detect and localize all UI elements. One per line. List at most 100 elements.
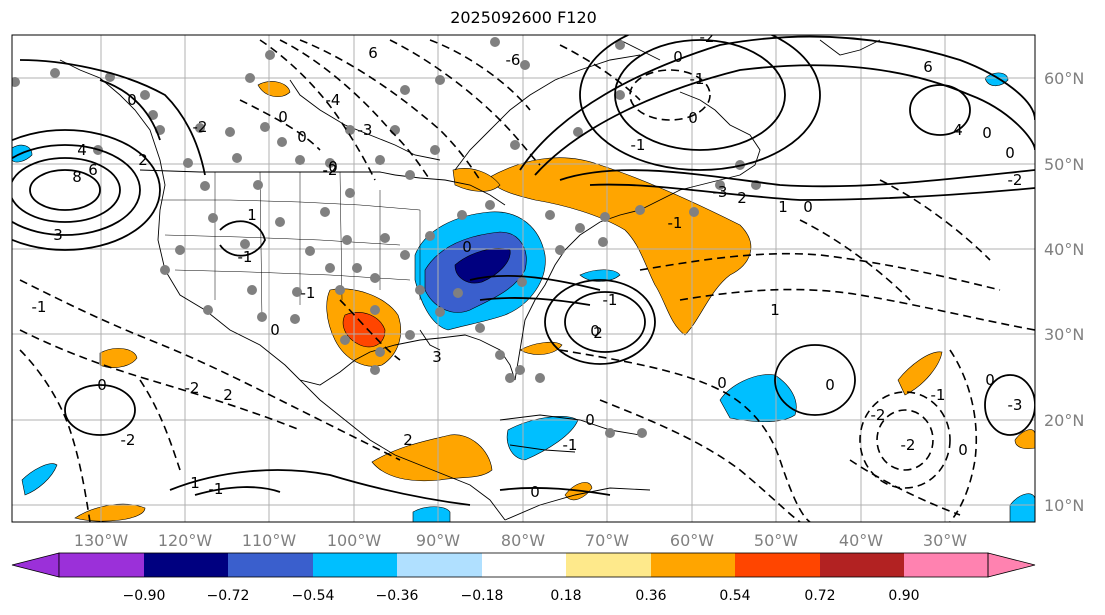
contour-label: -2 xyxy=(871,406,886,424)
contour-label: 0 xyxy=(585,411,595,429)
lat-tick: 50°N xyxy=(1044,155,1084,174)
lon-tick: 70°W xyxy=(585,531,629,550)
contour-label: -2 xyxy=(121,431,136,449)
colorbar-tick: 0.18 xyxy=(550,588,581,604)
map-title: 2025092600 F120 xyxy=(450,8,597,27)
lon-tick: 120°W xyxy=(158,531,213,550)
contour-label: 4 xyxy=(953,121,963,139)
contour-label: 1 xyxy=(770,301,780,319)
contour-label: -1 xyxy=(668,214,683,232)
graticule xyxy=(12,35,1035,522)
lat-tick-labels: 60°N 50°N 40°N 30°N 20°N 10°N xyxy=(1044,69,1084,515)
lon-tick: 90°W xyxy=(416,531,460,550)
colorbar-bin xyxy=(228,553,313,577)
contour-label: 0 xyxy=(1005,144,1015,162)
shade-blue-caribbean xyxy=(506,416,579,461)
contour-label: 0 xyxy=(297,128,307,146)
contour-label: 8 xyxy=(72,168,82,186)
contour-label: 3 xyxy=(432,348,442,366)
contour-label: 4 xyxy=(77,141,87,159)
contour-label: -2 xyxy=(185,379,200,397)
shade-blue-sa2 xyxy=(1009,493,1035,522)
lon-tick-labels: 130°W 120°W 110°W 100°W 90°W 80°W 70°W 6… xyxy=(74,531,967,550)
contour-label: 0 xyxy=(985,371,995,389)
colorbar-bin xyxy=(735,553,820,577)
contour-label: 0 xyxy=(717,374,727,392)
contour-label: 0 xyxy=(673,48,683,66)
colorbar-bin xyxy=(482,553,566,577)
lat-tick: 30°N xyxy=(1044,325,1084,344)
colorbar-bin xyxy=(651,553,735,577)
contour-labels: 0 2 4 6 8 3 -2 -1 0 0 -2 0 6 -4 -3 -6 0 … xyxy=(32,28,1023,501)
contour-label: -3 xyxy=(1008,396,1023,414)
colorbar-tick: 0.72 xyxy=(804,588,835,604)
lon-tick: 130°W xyxy=(74,531,129,550)
contour-label: -1 xyxy=(603,291,618,309)
contour-label: 1 xyxy=(778,198,788,216)
contour-label: -1 xyxy=(301,284,316,302)
shade-blue-sa xyxy=(412,506,451,522)
colorbar-tick: −0.54 xyxy=(292,588,335,604)
contour-label: -2 xyxy=(323,161,338,179)
contour-label: 0 xyxy=(590,322,600,340)
state-borders xyxy=(160,171,421,321)
contour-label: 2 xyxy=(593,324,603,342)
contour-label: -2 xyxy=(193,118,208,136)
colorbar: −0.90 −0.72 −0.54 −0.36 −0.18 0.18 0.36 … xyxy=(11,552,1036,604)
lon-tick: 80°W xyxy=(501,531,545,550)
contour-label: 0 xyxy=(278,108,288,126)
contour-label: 0 xyxy=(127,91,137,109)
shade-blue-atlantic xyxy=(719,374,797,422)
contour-label: -1 xyxy=(931,386,946,404)
lon-tick: 60°W xyxy=(670,531,714,550)
shade-orange-gulf-north xyxy=(452,168,501,192)
shade-navy-east-us xyxy=(454,248,511,284)
contours-dashed xyxy=(19,39,1035,522)
colorbar-arrow-high xyxy=(987,552,1036,578)
contour-label: 0 xyxy=(328,158,338,176)
colorbar-tick: 0.54 xyxy=(719,588,750,604)
contour-label: 0 xyxy=(462,238,472,256)
lon-tick: 40°W xyxy=(839,531,883,550)
lat-tick: 10°N xyxy=(1044,496,1084,515)
contour-label: -1 xyxy=(238,248,253,266)
contour-label: 1 xyxy=(190,474,200,492)
contour-label: -3 xyxy=(713,183,728,201)
contour-label: 0 xyxy=(825,376,835,394)
contour-label: 0 xyxy=(530,483,540,501)
colorbar-bin xyxy=(397,553,482,577)
colorbar-tick: −0.18 xyxy=(461,588,504,604)
shaded-fields xyxy=(12,72,1035,522)
colorbar-bin xyxy=(144,553,228,577)
map-frame xyxy=(11,34,1036,523)
lon-tick: 30°W xyxy=(923,531,967,550)
contour-label: -6 xyxy=(506,51,521,69)
shade-orange-fl xyxy=(519,341,563,355)
contour-label: -3 xyxy=(358,121,373,139)
colorbar-bin xyxy=(59,553,144,577)
contour-label: -2 xyxy=(901,436,916,454)
map-panel: 0 2 4 6 8 3 -2 -1 0 0 -2 0 6 -4 -3 -6 0 … xyxy=(12,28,1035,522)
contour-label: 0 xyxy=(982,124,992,142)
contour-label: 2 xyxy=(737,189,747,207)
lon-tick: 110°W xyxy=(242,531,297,550)
contour-label: 6 xyxy=(923,58,933,76)
lat-tick: 20°N xyxy=(1044,411,1084,430)
contour-label: -4 xyxy=(326,91,341,109)
shade-orange-atl xyxy=(897,351,943,396)
contour-label: -2 xyxy=(700,28,715,46)
colorbar-tick: −0.90 xyxy=(123,588,166,604)
contour-label: -2 xyxy=(1008,171,1023,189)
contour-label: 0 xyxy=(97,376,107,394)
contour-label: -1 xyxy=(563,436,578,454)
colorbar-tick: 0.90 xyxy=(888,588,919,604)
contour-label: 6 xyxy=(368,44,378,62)
shade-orange-sw xyxy=(74,503,146,522)
contour-label: -1 xyxy=(32,298,47,316)
contour-label: 0 xyxy=(688,109,698,127)
colorbar-tick: −0.36 xyxy=(376,588,419,604)
contours-solid xyxy=(12,35,1035,506)
contour-label: 0 xyxy=(270,321,280,339)
lat-tick: 40°N xyxy=(1044,240,1084,259)
